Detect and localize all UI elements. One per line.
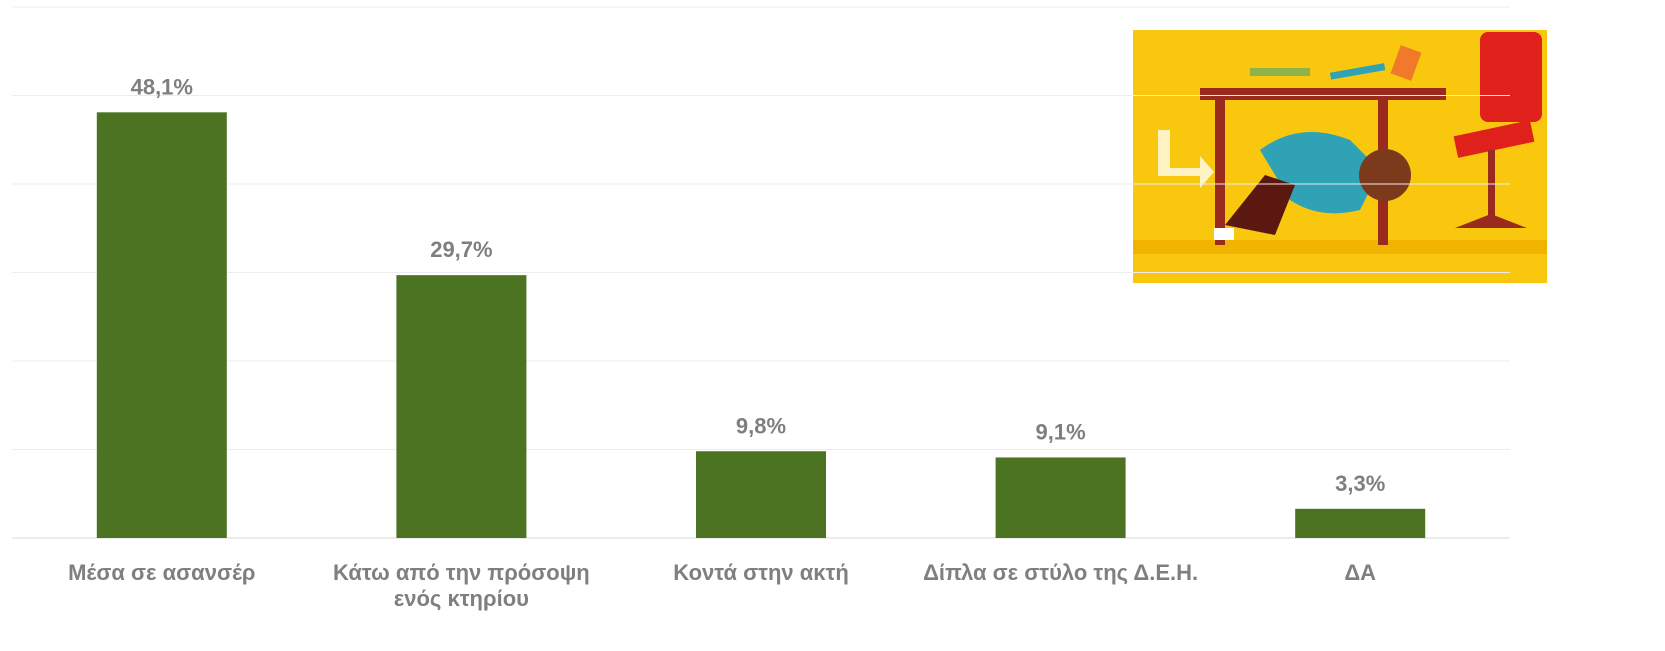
x-tick-label: Κάτω από την πρόσοψη ενός κτηρίου <box>333 560 590 611</box>
x-tick-label: Μέσα σε ασανσέρ <box>68 560 256 585</box>
value-label: 3,3% <box>1335 471 1385 496</box>
bar <box>696 451 826 538</box>
x-tick-label: Δίπλα σε στύλο της Δ.Ε.Η. <box>923 560 1199 585</box>
bar <box>396 275 527 538</box>
x-tick-label: ΔΑ <box>1344 560 1377 585</box>
x-tick-label: Κοντά στην ακτή <box>673 560 849 585</box>
bar <box>1295 508 1426 538</box>
illustration <box>1133 30 1547 283</box>
value-label: 48,1% <box>131 74 193 99</box>
value-label: 29,7% <box>430 237 492 262</box>
bar <box>995 457 1126 538</box>
value-label: 9,8% <box>736 413 786 438</box>
value-label: 9,1% <box>1036 419 1086 444</box>
bar <box>96 112 227 538</box>
